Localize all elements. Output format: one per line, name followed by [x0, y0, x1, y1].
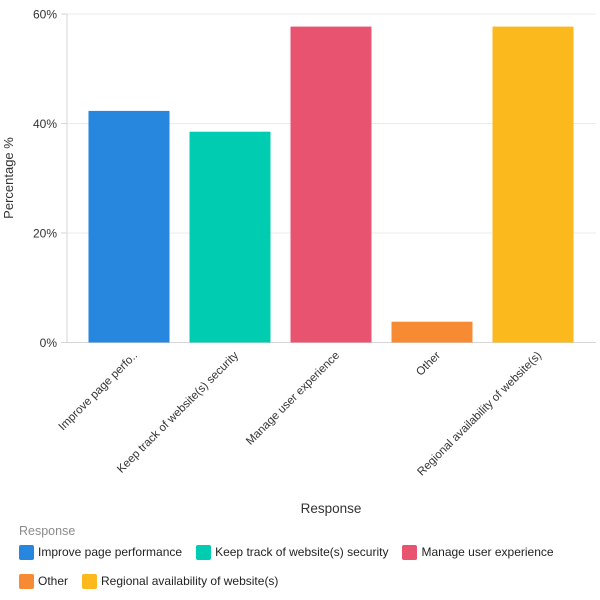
legend-swatch-icon — [19, 574, 34, 589]
x-tick-label: Regional availability of website(s) — [415, 350, 544, 479]
legend-item-label: Other — [38, 574, 69, 588]
bar-5[interactable] — [492, 26, 574, 343]
x-tick-label: Manage user experience — [244, 350, 342, 448]
x-tick-label: Keep track of website(s) security — [115, 349, 241, 475]
legend-swatch-icon — [402, 545, 418, 560]
x-axis-title: Response — [301, 501, 362, 516]
bar-layer — [88, 26, 574, 343]
legend-item-label: Regional availability of website(s) — [101, 574, 279, 588]
legend-item-5[interactable]: Regional availability of website(s) — [82, 574, 278, 589]
y-tick-layer: 0% 20% 40% 60% — [33, 8, 57, 351]
y-tick-label: 60% — [33, 8, 57, 22]
legend-title: Response — [19, 524, 76, 538]
x-tick-layer: Improve page perfo..Keep track of websit… — [57, 349, 545, 478]
bar-chart: 0% 20% 40% 60% Improve page perfo.. Keep tra… — [1, 8, 596, 516]
bar-1[interactable] — [88, 110, 170, 343]
bar-2[interactable] — [189, 131, 271, 343]
legend-swatch-icon — [19, 545, 34, 560]
bar-chart-canvas: 0% 20% 40% 60% Improve page perfo..Keep tra… — [1, 8, 596, 516]
legend-swatch-icon — [82, 574, 98, 589]
legend-item-4[interactable]: Other — [19, 574, 68, 589]
legend: Response Improve page performance Keep tr… — [19, 524, 585, 589]
bar-4[interactable] — [391, 321, 473, 343]
y-tick-label: 40% — [33, 117, 57, 131]
legend-item-label: Improve page performance — [38, 545, 183, 559]
bar-3[interactable] — [290, 26, 372, 343]
y-axis-title: Percentage % — [1, 137, 16, 219]
y-tick-label: 0% — [40, 336, 58, 350]
legend-item-2[interactable]: Keep track of website(s) security — [196, 545, 388, 560]
x-tick-label: Improve page perfo.. — [57, 350, 141, 434]
legend-items: Improve page performance Keep track of we… — [19, 545, 585, 589]
x-tick-label: Other — [414, 350, 443, 379]
legend-swatch-icon — [196, 545, 212, 560]
legend-item-label: Manage user experience — [421, 545, 554, 559]
legend-item-1[interactable]: Improve page performance — [19, 545, 182, 560]
legend-item-label: Keep track of website(s) security — [215, 545, 389, 559]
legend-item-3[interactable]: Manage user experience — [402, 545, 554, 560]
y-tick-label: 20% — [33, 227, 57, 241]
